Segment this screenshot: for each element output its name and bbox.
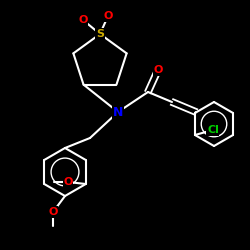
Text: O: O — [48, 207, 58, 217]
Text: N: N — [113, 106, 123, 118]
Text: O: O — [63, 177, 72, 187]
Text: O: O — [78, 15, 88, 25]
Text: S: S — [96, 29, 104, 39]
Text: O: O — [103, 11, 113, 21]
Text: O: O — [153, 65, 163, 75]
Text: Cl: Cl — [207, 125, 219, 135]
